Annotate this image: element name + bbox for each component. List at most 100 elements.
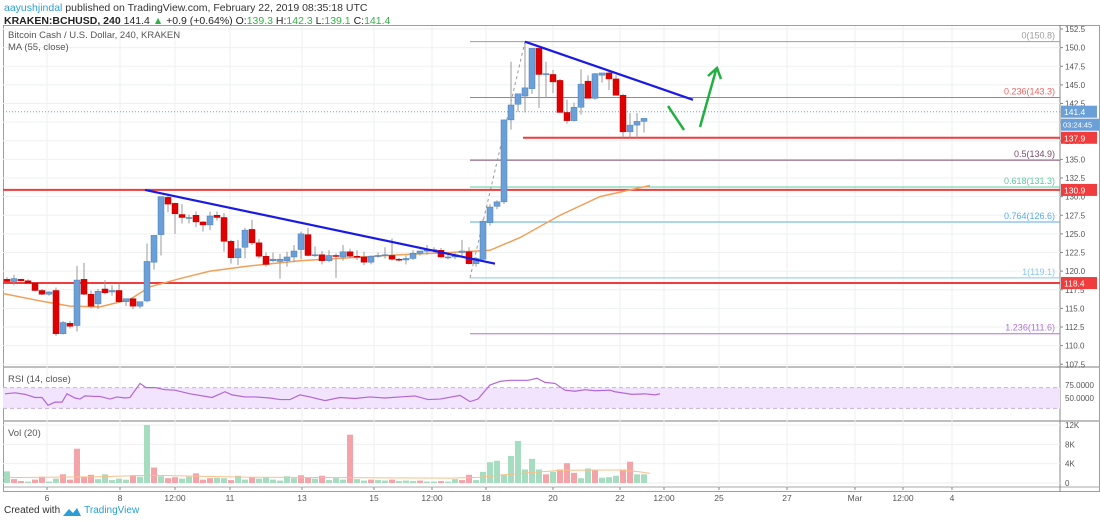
- candle-body[interactable]: [73, 279, 81, 326]
- candle-body[interactable]: [276, 258, 284, 262]
- candle-body[interactable]: [374, 255, 382, 257]
- candle-body[interactable]: [52, 290, 60, 334]
- candle-body[interactable]: [598, 72, 606, 76]
- candle-body[interactable]: [192, 215, 200, 223]
- close-value: 141.4: [364, 15, 391, 27]
- candle-body[interactable]: [115, 290, 123, 302]
- candle-body[interactable]: [283, 256, 291, 261]
- candle-body[interactable]: [297, 233, 305, 250]
- candle-body[interactable]: [108, 290, 116, 293]
- candle-body[interactable]: [59, 322, 67, 334]
- trendline[interactable]: [144, 188, 496, 265]
- candle-body[interactable]: [136, 301, 144, 307]
- candle-body[interactable]: [206, 215, 214, 226]
- candle-body[interactable]: [339, 251, 347, 258]
- candle-body[interactable]: [381, 254, 389, 256]
- candle-body[interactable]: [528, 48, 536, 89]
- candle-body[interactable]: [171, 203, 179, 215]
- candle-body[interactable]: [402, 258, 410, 261]
- candle-body[interactable]: [395, 258, 403, 261]
- tradingview-brand-link[interactable]: TradingView: [84, 505, 140, 516]
- candle-body[interactable]: [360, 256, 368, 263]
- price-label-text: 130.9: [1064, 185, 1086, 195]
- candle-body[interactable]: [458, 250, 466, 253]
- candle-body[interactable]: [444, 256, 452, 259]
- candle-body[interactable]: [94, 290, 102, 305]
- candle-body[interactable]: [570, 106, 578, 121]
- candle-body[interactable]: [514, 93, 522, 105]
- candle-body[interactable]: [325, 255, 333, 261]
- candle-body[interactable]: [556, 80, 564, 113]
- candle-body[interactable]: [45, 291, 53, 295]
- candle-body[interactable]: [220, 217, 228, 242]
- candle-body[interactable]: [129, 298, 137, 307]
- candle-body[interactable]: [640, 118, 648, 122]
- candle-body[interactable]: [38, 290, 46, 295]
- candle-body[interactable]: [227, 241, 235, 258]
- candle-body[interactable]: [409, 252, 417, 259]
- candle-body[interactable]: [486, 206, 494, 223]
- candle-body[interactable]: [150, 235, 158, 263]
- candle-body[interactable]: [388, 255, 396, 260]
- candle-body[interactable]: [101, 288, 109, 293]
- candle-body[interactable]: [353, 255, 361, 258]
- candle-body[interactable]: [591, 73, 599, 99]
- candle-body[interactable]: [318, 254, 326, 261]
- rsi-legend[interactable]: RSI (14, close): [8, 374, 71, 385]
- candle-body[interactable]: [122, 298, 130, 302]
- candle-body[interactable]: [255, 242, 263, 257]
- candle-body[interactable]: [164, 197, 172, 205]
- candle-body[interactable]: [584, 80, 592, 99]
- candle-body[interactable]: [241, 229, 249, 248]
- candle-body[interactable]: [248, 229, 256, 244]
- vol-legend[interactable]: Vol (20): [8, 428, 41, 439]
- candle-body[interactable]: [626, 124, 634, 133]
- candle-body[interactable]: [521, 87, 529, 97]
- candle-body[interactable]: [416, 250, 424, 254]
- candle-body[interactable]: [262, 255, 270, 265]
- candle-body[interactable]: [3, 279, 11, 282]
- candle-body[interactable]: [493, 201, 501, 207]
- candle-body[interactable]: [332, 255, 340, 257]
- candle-body[interactable]: [367, 255, 375, 263]
- ma-legend[interactable]: MA (55, close): [8, 42, 69, 53]
- candle-body[interactable]: [542, 73, 550, 75]
- candle-body[interactable]: [269, 258, 277, 261]
- candle-body[interactable]: [633, 121, 641, 126]
- candle-body[interactable]: [563, 112, 571, 121]
- candle-body[interactable]: [24, 280, 32, 284]
- candle-body[interactable]: [66, 323, 74, 327]
- candle-body[interactable]: [479, 220, 487, 260]
- candle-body[interactable]: [10, 278, 18, 282]
- candle-body[interactable]: [157, 196, 165, 235]
- candle-body[interactable]: [213, 215, 221, 218]
- candle-body[interactable]: [304, 234, 312, 256]
- volume-bar: [270, 479, 276, 483]
- candle-body[interactable]: [619, 95, 627, 133]
- candle-body[interactable]: [346, 251, 354, 257]
- candle-body[interactable]: [290, 250, 298, 258]
- volume-bar: [522, 469, 528, 483]
- candle-body[interactable]: [577, 83, 585, 108]
- candle-body[interactable]: [549, 74, 557, 83]
- publisher-link[interactable]: aayushjindal: [4, 2, 63, 14]
- candle-body[interactable]: [143, 261, 151, 302]
- candle-body[interactable]: [178, 214, 186, 218]
- candle-body[interactable]: [612, 78, 620, 96]
- candle-body[interactable]: [17, 279, 25, 282]
- candle-body[interactable]: [87, 293, 95, 307]
- candle-body[interactable]: [500, 119, 508, 203]
- trendline[interactable]: [524, 40, 694, 101]
- candle-body[interactable]: [535, 48, 543, 75]
- candle-body[interactable]: [234, 248, 242, 258]
- candle-body[interactable]: [507, 104, 515, 121]
- volume-bar: [67, 479, 73, 483]
- candle-body[interactable]: [185, 217, 193, 219]
- candle-body[interactable]: [80, 279, 88, 295]
- candle-body[interactable]: [605, 72, 613, 80]
- candle-body[interactable]: [199, 221, 207, 226]
- candle-body[interactable]: [311, 254, 319, 256]
- candle-body[interactable]: [31, 282, 39, 291]
- x-axis-label: 12:00: [892, 493, 914, 503]
